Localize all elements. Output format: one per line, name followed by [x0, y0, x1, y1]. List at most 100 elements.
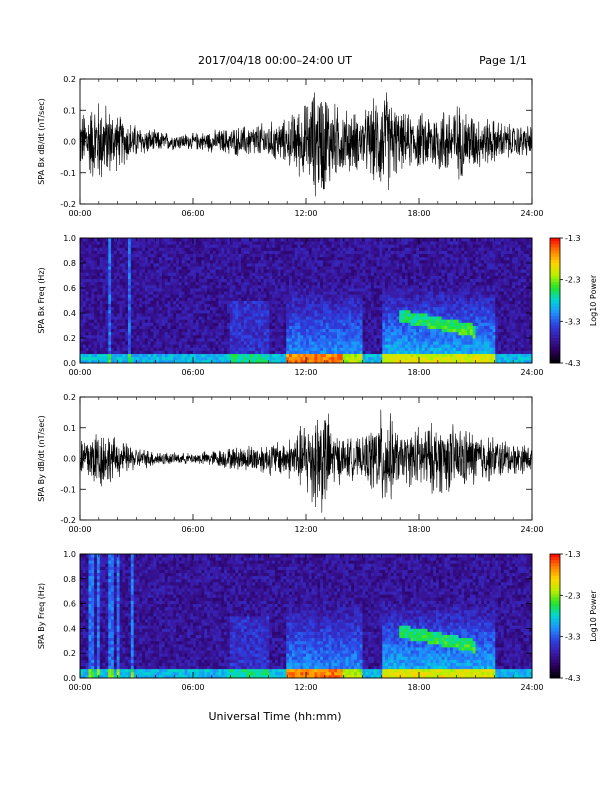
spectrogram-cell	[243, 294, 248, 298]
spectrogram-cell	[193, 359, 197, 364]
spectrogram-cell	[80, 294, 84, 298]
spectrogram-cell	[314, 356, 318, 361]
spectrogram-cell	[94, 338, 98, 342]
spectrogram-cell	[150, 316, 154, 320]
spectrogram-cell	[119, 325, 123, 330]
spectrogram-cell	[379, 253, 383, 258]
spectrogram-cell	[241, 278, 245, 283]
spectrogram-cell	[260, 331, 265, 336]
spectrogram-cell	[354, 316, 358, 320]
spectrogram-cell	[402, 259, 406, 264]
spectrogram-cell	[91, 334, 95, 339]
spectrogram-cell	[379, 353, 383, 358]
spectrogram-cell	[328, 269, 332, 273]
spectrogram-cell	[235, 275, 239, 280]
spectrogram-cell	[274, 313, 279, 317]
spectrogram-cell	[260, 356, 265, 361]
spectrogram-cell	[317, 275, 321, 280]
spectrogram-cell	[150, 250, 154, 255]
spectrogram-cell	[356, 328, 361, 333]
spectrogram-cell	[161, 322, 166, 326]
spectrogram-cell	[80, 256, 84, 261]
spectrogram-cell	[359, 300, 363, 305]
spectrogram-cell	[119, 256, 123, 261]
spectrogram-cell	[80, 250, 84, 255]
spectrogram-cell	[144, 353, 149, 358]
spectrogram-cell	[257, 313, 262, 317]
spectrogram-cell	[156, 256, 160, 261]
spectrogram-cell	[173, 341, 177, 345]
spectrogram-cell	[337, 306, 341, 311]
spectrogram-cell	[252, 253, 256, 258]
spectrogram-cell	[337, 328, 341, 333]
spectrogram-cell	[365, 241, 369, 245]
spectrogram-cell	[119, 359, 123, 364]
spectrogram-cell	[314, 309, 318, 314]
spectrogram-cell	[94, 309, 98, 314]
spectrogram-cell	[382, 247, 386, 251]
spectrogram-cell	[82, 359, 87, 364]
spectrogram-cell	[399, 259, 403, 264]
spectrogram-cell	[142, 300, 146, 305]
spectrogram-cell	[334, 334, 338, 339]
spectrogram-cell	[215, 259, 219, 264]
spectrogram-cell	[376, 250, 380, 255]
spectrogram-cell	[94, 250, 98, 255]
spectrogram-cell	[283, 278, 287, 283]
spectrogram-cell	[291, 353, 296, 358]
spectrogram-cell	[238, 291, 242, 295]
spectrogram-cell	[243, 344, 248, 348]
spectrogram-cell	[102, 263, 106, 267]
spectrogram-cell	[164, 328, 168, 333]
spectrogram-cell	[294, 356, 298, 361]
spectrogram-cell	[156, 331, 160, 336]
spectrogram-cell	[416, 278, 420, 283]
spectrogram-cell	[283, 306, 287, 311]
spectrogram-cell	[404, 288, 409, 292]
spectrogram-cell	[390, 328, 394, 333]
spectrogram-cell	[328, 356, 332, 361]
spectrogram-cell	[416, 259, 420, 264]
spectrogram-cell	[229, 359, 233, 364]
spectrogram-cell	[402, 353, 406, 358]
spectrogram-cell	[404, 316, 409, 320]
spectrogram-cell	[184, 275, 188, 280]
spectrogram-cell	[176, 278, 180, 283]
spectrogram-cell	[297, 331, 301, 336]
spectrogram-cell	[339, 359, 344, 364]
spectrogram-cell	[136, 350, 140, 355]
spectrogram-cell	[379, 284, 383, 289]
spectrogram-cell	[269, 266, 273, 270]
spectrogram-cell	[204, 269, 208, 273]
spectrogram-cell	[274, 297, 279, 301]
spectrogram-cell	[320, 269, 324, 273]
spectrogram-cell	[399, 266, 403, 270]
spectrogram-cell	[111, 259, 115, 264]
spectrogram-cell	[128, 341, 132, 345]
spectrogram-cell	[88, 350, 92, 355]
spectrogram-cell	[96, 253, 101, 258]
spectrogram-cell	[190, 331, 194, 336]
spectrogram-cell	[133, 275, 137, 280]
spectrogram-cell	[320, 325, 324, 330]
spectrogram-cell	[300, 319, 304, 323]
spectrogram-cell	[111, 353, 115, 358]
spectrogram-cell	[297, 313, 301, 317]
spectrogram-cell	[167, 288, 171, 292]
spectrogram-cell	[308, 244, 313, 248]
spectrogram-cell	[297, 338, 301, 342]
spectrogram-cell	[342, 313, 346, 317]
spectrogram-cell	[147, 244, 152, 248]
spectrogram-cell	[212, 316, 217, 320]
spectrogram-cell	[176, 256, 180, 261]
spectrogram-cell	[421, 313, 426, 317]
spectrogram-cell	[373, 259, 378, 264]
spectrogram-cell	[351, 294, 355, 298]
spectrogram-cell	[402, 263, 406, 267]
spectrogram-cell	[212, 356, 217, 361]
spectrogram-cell	[283, 347, 287, 351]
spectrogram-cell	[173, 325, 177, 330]
spectrogram-cell	[359, 331, 363, 336]
spectrogram-cell	[303, 278, 307, 283]
spectrogram-cell	[424, 278, 428, 283]
